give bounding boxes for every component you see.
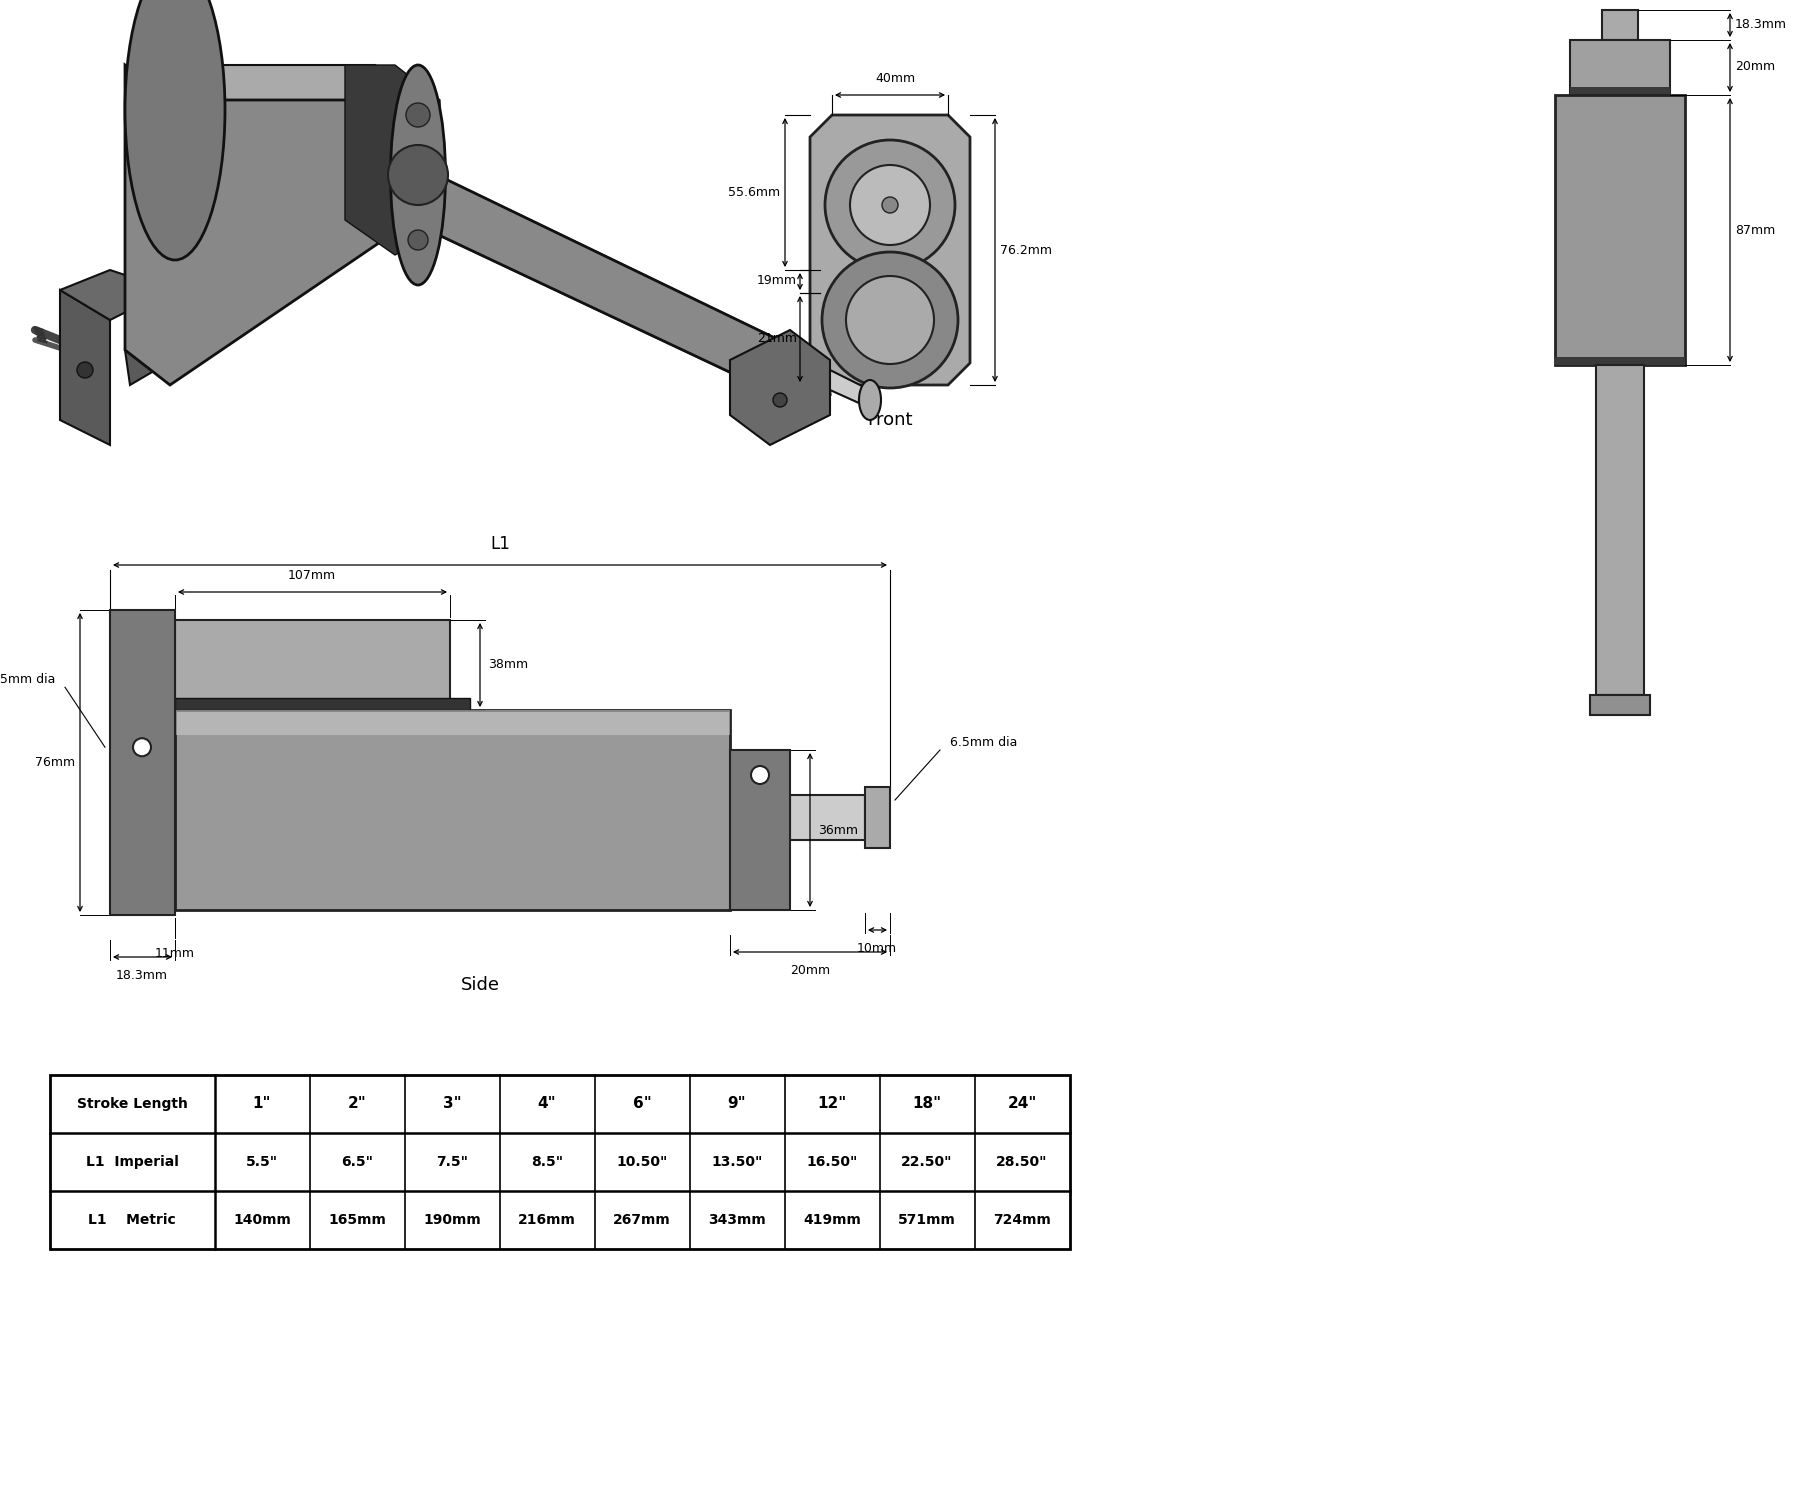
Polygon shape (375, 145, 830, 380)
Bar (111, 610, 176, 915)
Text: L1: L1 (489, 536, 509, 554)
Text: 4": 4" (538, 1097, 556, 1112)
Text: 18.3mm: 18.3mm (116, 968, 169, 982)
Text: 107mm: 107mm (288, 568, 335, 582)
Bar (1569, 87, 1671, 95)
Circle shape (846, 276, 933, 364)
Text: 18": 18" (913, 1097, 942, 1112)
Bar (790, 795, 864, 840)
Text: Front: Front (868, 410, 913, 430)
Bar (176, 698, 469, 710)
Text: 36mm: 36mm (817, 824, 859, 837)
Text: 8.5": 8.5" (531, 1155, 564, 1170)
Text: 1": 1" (252, 1097, 272, 1112)
Bar (176, 710, 730, 736)
Bar (1555, 357, 1685, 366)
Text: 10.50": 10.50" (616, 1155, 667, 1170)
Circle shape (76, 363, 92, 377)
Text: 18.3mm: 18.3mm (1736, 18, 1787, 31)
Bar (864, 786, 890, 847)
Bar (1596, 366, 1643, 695)
Polygon shape (730, 330, 830, 445)
Text: 7.5": 7.5" (437, 1155, 467, 1170)
Text: 11mm: 11mm (156, 947, 196, 959)
Circle shape (882, 197, 899, 213)
Text: 10mm: 10mm (857, 941, 897, 955)
Bar (176, 621, 449, 710)
Bar (1569, 40, 1671, 95)
Bar (176, 710, 730, 910)
Circle shape (824, 140, 955, 270)
Text: 140mm: 140mm (234, 1213, 292, 1226)
Circle shape (823, 252, 959, 388)
Text: 12": 12" (817, 1097, 846, 1112)
Text: 16.50": 16.50" (806, 1155, 857, 1170)
Text: 343mm: 343mm (708, 1213, 766, 1226)
Text: 20mm: 20mm (1736, 61, 1776, 73)
Text: 216mm: 216mm (518, 1213, 576, 1226)
Bar (51, 1076, 1071, 1249)
Circle shape (388, 145, 448, 204)
Circle shape (132, 739, 150, 756)
Text: 165mm: 165mm (328, 1213, 386, 1226)
Polygon shape (375, 185, 830, 410)
Text: 6.5": 6.5" (341, 1155, 373, 1170)
Text: 419mm: 419mm (803, 1213, 861, 1226)
Text: 28.50": 28.50" (997, 1155, 1047, 1170)
Polygon shape (125, 66, 420, 100)
Circle shape (750, 765, 768, 783)
Text: 6.5mm dia: 6.5mm dia (0, 673, 54, 686)
Polygon shape (344, 66, 440, 255)
Text: 40mm: 40mm (875, 72, 915, 85)
Text: Side: Side (460, 976, 500, 994)
Circle shape (850, 166, 930, 245)
Polygon shape (375, 145, 830, 410)
Text: 9": 9" (728, 1097, 747, 1112)
Polygon shape (125, 66, 420, 385)
Text: 6.5mm dia: 6.5mm dia (949, 737, 1017, 749)
Text: 20mm: 20mm (790, 964, 830, 977)
Polygon shape (60, 289, 111, 445)
Circle shape (774, 392, 786, 407)
Polygon shape (60, 270, 170, 319)
Text: 76mm: 76mm (34, 755, 74, 768)
Text: L1  Imperial: L1 Imperial (85, 1155, 178, 1170)
Text: 267mm: 267mm (612, 1213, 670, 1226)
Text: 87mm: 87mm (1736, 224, 1776, 237)
Text: 5.5": 5.5" (246, 1155, 277, 1170)
Bar (1602, 10, 1638, 40)
Circle shape (406, 103, 429, 127)
Bar (1589, 695, 1651, 715)
Text: 19mm: 19mm (757, 275, 797, 288)
Text: 724mm: 724mm (993, 1213, 1051, 1226)
Bar (1555, 95, 1685, 366)
Text: 55.6mm: 55.6mm (728, 185, 779, 198)
Text: L1    Metric: L1 Metric (89, 1213, 176, 1226)
Ellipse shape (391, 66, 446, 285)
Text: 6": 6" (632, 1097, 651, 1112)
Text: 24": 24" (1007, 1097, 1036, 1112)
Polygon shape (810, 115, 969, 385)
Text: Stroke Length: Stroke Length (76, 1097, 187, 1112)
Ellipse shape (859, 380, 881, 421)
Text: 22.50": 22.50" (901, 1155, 953, 1170)
Text: 571mm: 571mm (899, 1213, 957, 1226)
Circle shape (408, 230, 428, 251)
Text: 2": 2" (348, 1097, 366, 1112)
Text: 13.50": 13.50" (712, 1155, 763, 1170)
Text: 76.2mm: 76.2mm (1000, 243, 1053, 257)
Bar (730, 750, 790, 910)
Text: 3": 3" (442, 1097, 462, 1112)
Text: 38mm: 38mm (487, 658, 527, 671)
Polygon shape (125, 181, 420, 385)
Text: 21mm: 21mm (757, 333, 797, 346)
Ellipse shape (125, 0, 225, 260)
Text: 190mm: 190mm (424, 1213, 480, 1226)
Polygon shape (830, 370, 870, 407)
